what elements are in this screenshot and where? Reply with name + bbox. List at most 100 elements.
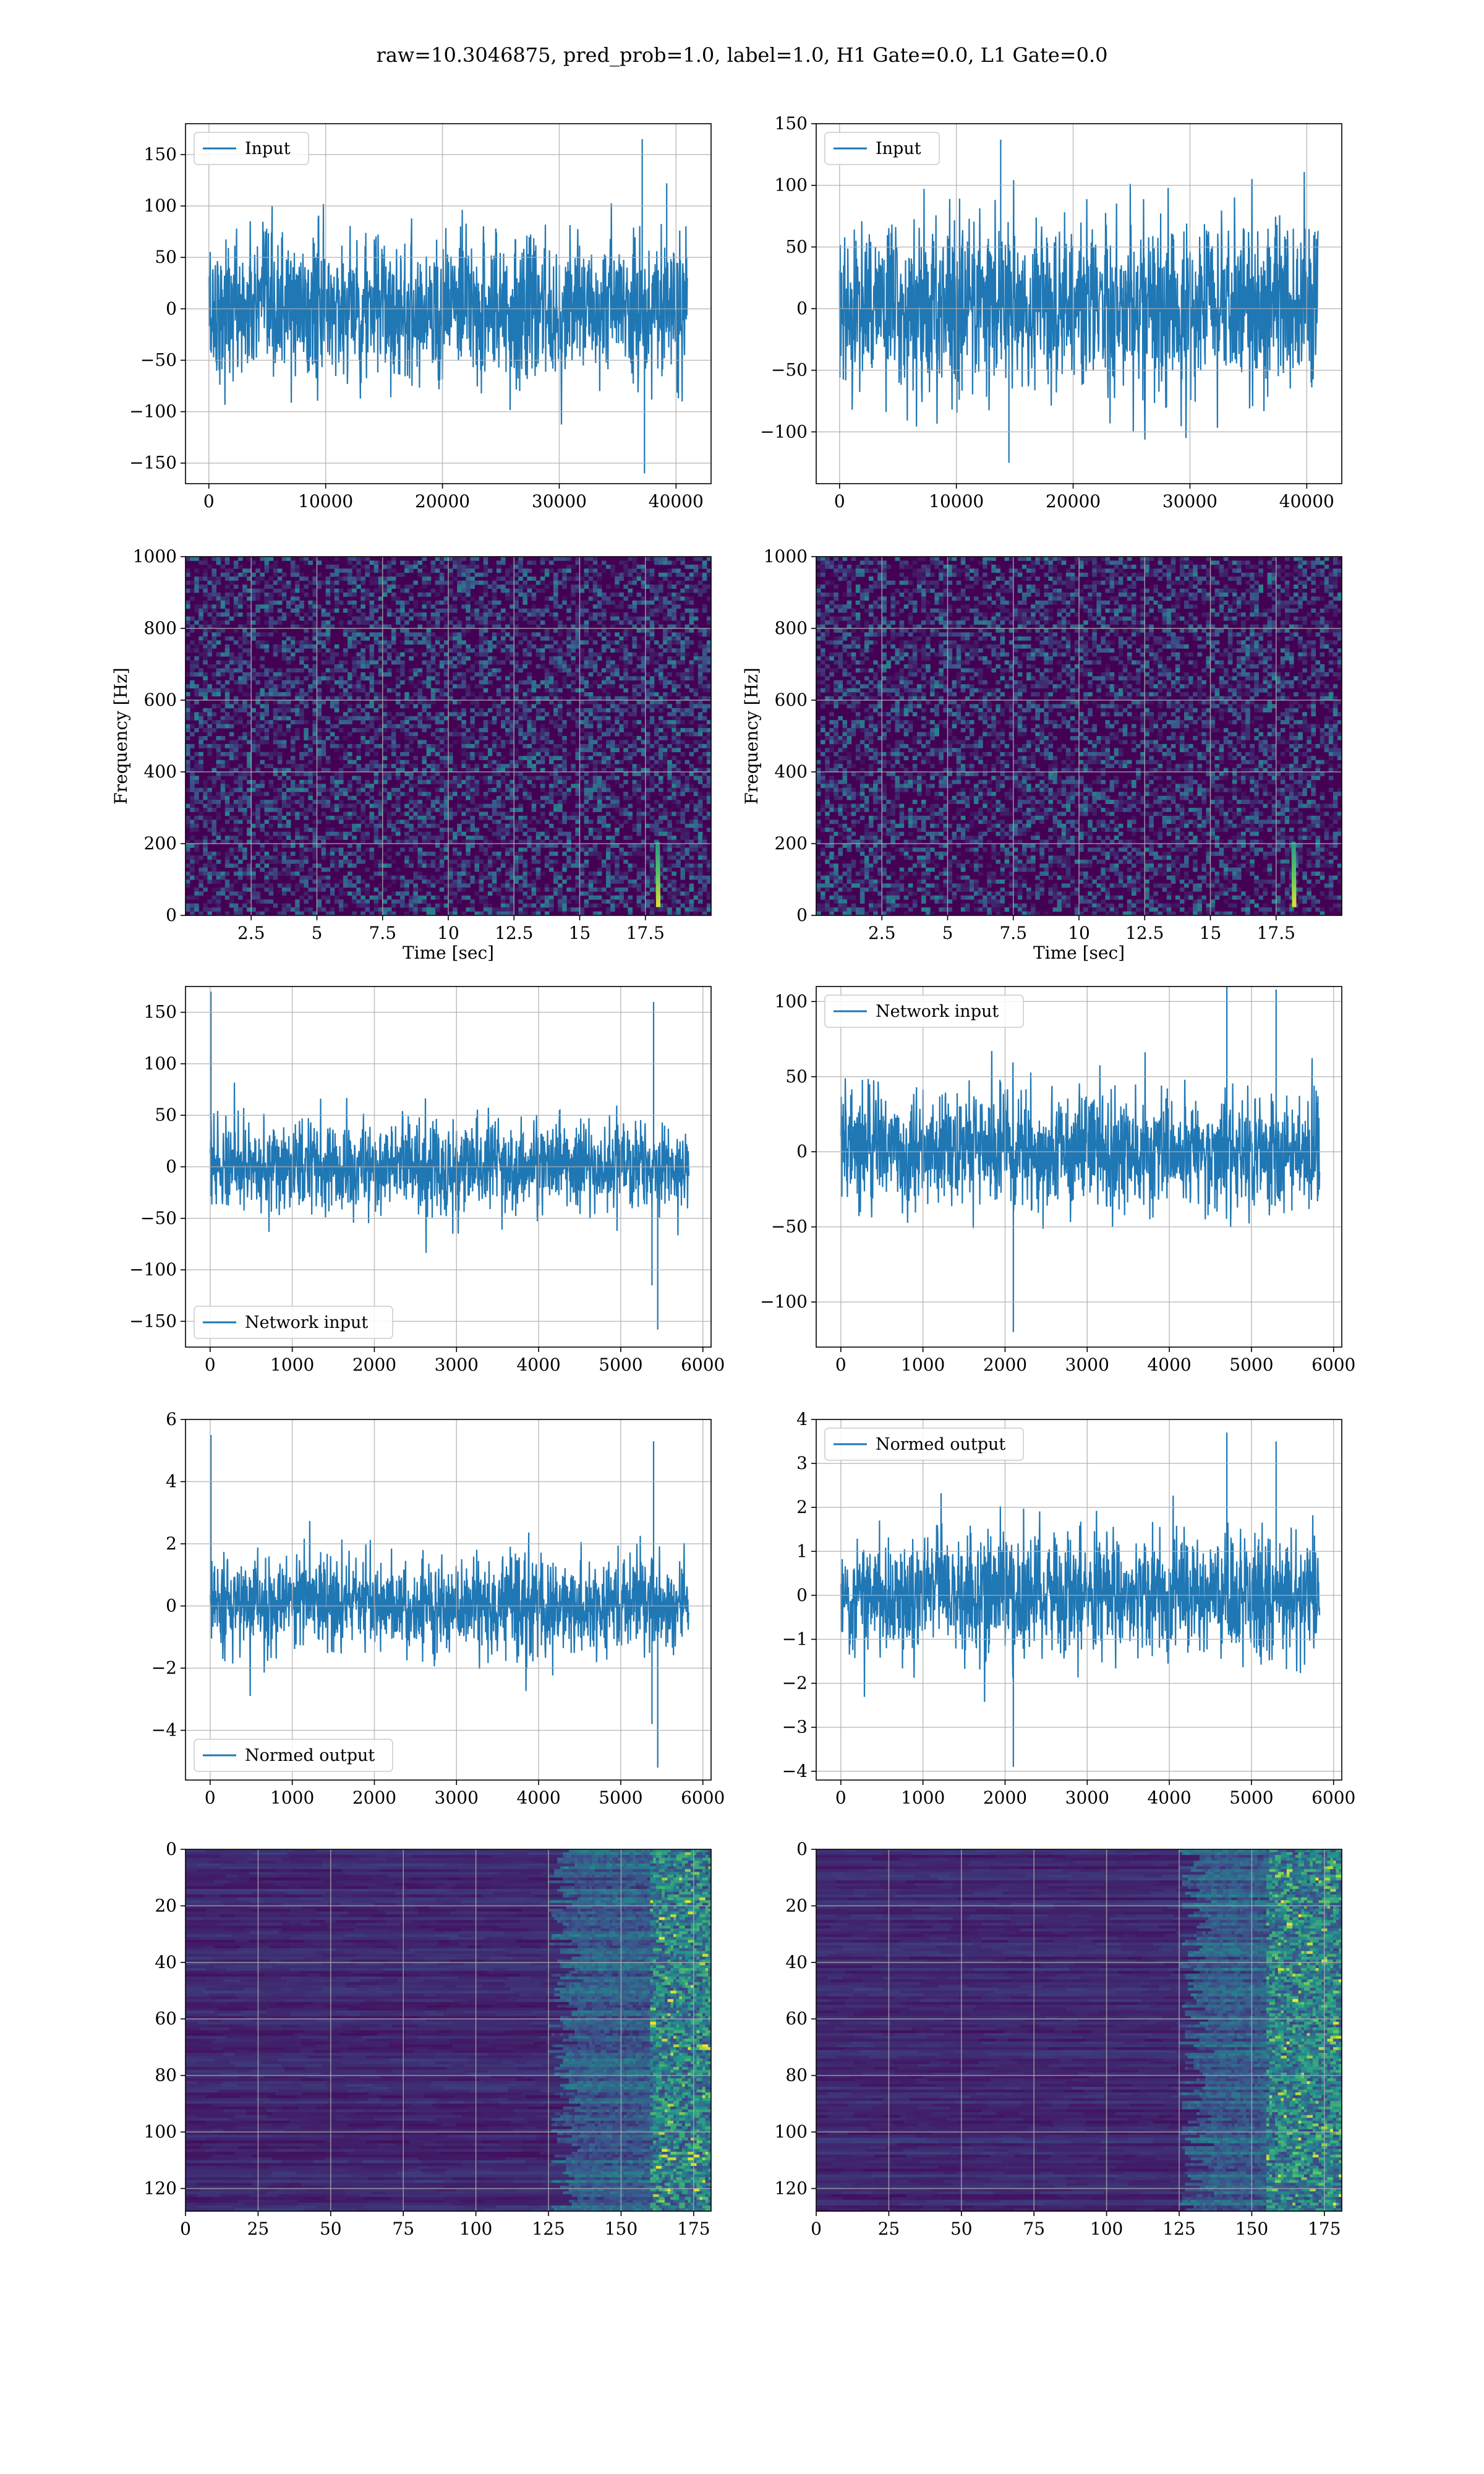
heatmap-cell bbox=[470, 676, 475, 681]
heatmap-cell bbox=[273, 672, 278, 677]
heatmap-cell bbox=[299, 688, 304, 693]
heatmap-cell bbox=[299, 863, 304, 868]
heatmap-cell bbox=[636, 768, 642, 773]
heatmap-cell bbox=[304, 612, 309, 617]
heatmap-cell bbox=[194, 815, 199, 820]
heatmap-cell bbox=[242, 572, 247, 577]
heatmap-cell bbox=[535, 839, 541, 844]
heatmap-cell bbox=[632, 580, 638, 585]
heatmap-cell bbox=[373, 560, 379, 565]
heatmap-cell bbox=[702, 676, 707, 681]
heatmap-cell bbox=[334, 847, 339, 852]
heatmap-cell bbox=[443, 736, 449, 740]
heatmap-cell bbox=[186, 751, 190, 756]
heatmap-cell bbox=[273, 787, 278, 792]
heatmap-cell bbox=[562, 751, 567, 756]
heatmap-cell bbox=[356, 557, 361, 561]
heatmap-cell bbox=[348, 593, 352, 597]
heatmap-cell bbox=[628, 628, 633, 633]
heatmap-cell bbox=[487, 859, 493, 864]
heatmap-cell bbox=[435, 564, 440, 569]
heatmap-cell bbox=[360, 676, 365, 681]
heatmap-cell bbox=[697, 664, 703, 669]
heatmap-cell bbox=[510, 568, 514, 573]
heatmap-cell bbox=[295, 692, 300, 696]
heatmap-cell bbox=[531, 604, 537, 609]
heatmap-cell bbox=[553, 704, 558, 709]
heatmap-cell bbox=[457, 847, 462, 852]
heatmap-cell bbox=[470, 820, 475, 824]
heatmap-cell bbox=[597, 855, 602, 860]
heatmap-cell bbox=[636, 772, 642, 776]
heatmap-cell bbox=[268, 688, 274, 693]
heatmap-cell bbox=[439, 616, 445, 621]
heatmap-cell bbox=[409, 859, 414, 864]
heatmap-cell bbox=[268, 632, 274, 637]
heatmap-cell bbox=[291, 792, 296, 797]
heatmap-cell bbox=[527, 716, 532, 721]
heatmap-cell bbox=[558, 557, 563, 561]
heatmap-cell bbox=[233, 743, 239, 748]
heatmap-cell bbox=[373, 728, 379, 732]
heatmap-cell bbox=[501, 859, 506, 864]
heatmap-cell bbox=[628, 836, 633, 840]
heatmap-cell bbox=[588, 564, 594, 569]
heatmap-cell bbox=[409, 839, 414, 844]
heatmap-cell bbox=[649, 756, 655, 761]
heatmap-cell bbox=[365, 620, 370, 625]
heatmap-cell bbox=[562, 768, 567, 773]
heatmap-cell bbox=[540, 795, 545, 800]
heatmap-cell bbox=[540, 612, 545, 617]
heatmap-cell bbox=[601, 560, 607, 565]
y-tick-label: 50 bbox=[155, 247, 177, 267]
heatmap-cell bbox=[531, 684, 537, 689]
heatmap-cell bbox=[211, 839, 217, 844]
heatmap-cell bbox=[422, 716, 427, 721]
heatmap-cell bbox=[592, 660, 598, 665]
heatmap-cell bbox=[667, 600, 672, 605]
heatmap-cell bbox=[702, 724, 707, 729]
heatmap-cell bbox=[404, 823, 409, 828]
heatmap-cell bbox=[461, 736, 466, 740]
heatmap-cell bbox=[238, 684, 243, 689]
heatmap-cell bbox=[382, 787, 388, 792]
heatmap-cell bbox=[382, 800, 388, 804]
heatmap-cell bbox=[566, 836, 571, 840]
heatmap-cell bbox=[286, 859, 291, 864]
heatmap-cell bbox=[391, 740, 396, 745]
heatmap-cell bbox=[386, 576, 392, 581]
heatmap-cell bbox=[632, 847, 638, 852]
chart-input_l1: 0 10000 20000 30000 40000−100−50050100150Inp… bbox=[760, 113, 1342, 511]
heatmap-cell bbox=[601, 696, 607, 701]
heatmap-cell bbox=[615, 612, 620, 617]
heatmap-cell bbox=[676, 803, 681, 808]
heatmap-cell bbox=[334, 668, 339, 673]
heatmap-cell bbox=[216, 604, 221, 609]
heatmap-cell bbox=[461, 803, 466, 808]
heatmap-cell bbox=[435, 855, 440, 860]
heatmap-cell bbox=[479, 859, 484, 864]
heatmap-cell bbox=[430, 616, 436, 621]
heatmap-cell bbox=[659, 787, 663, 792]
heatmap-cell bbox=[619, 851, 624, 856]
heatmap-cell bbox=[404, 620, 409, 625]
heatmap-cell bbox=[382, 851, 388, 856]
y-tick-label: −100 bbox=[760, 421, 808, 442]
heatmap-cell bbox=[527, 652, 532, 657]
heatmap-cell bbox=[457, 776, 462, 781]
heatmap-cell bbox=[706, 776, 711, 781]
heatmap-cell bbox=[224, 616, 230, 621]
heatmap-cell bbox=[291, 756, 296, 761]
heatmap-cell bbox=[487, 568, 493, 573]
heatmap-cell bbox=[684, 708, 690, 713]
heatmap-cell bbox=[348, 720, 352, 725]
heatmap-cell bbox=[247, 616, 252, 621]
heatmap-cell bbox=[575, 751, 580, 756]
heatmap-cell bbox=[619, 600, 624, 605]
heatmap-cell bbox=[277, 716, 283, 721]
heatmap-cell bbox=[443, 760, 449, 764]
heatmap-cell bbox=[430, 656, 436, 661]
heatmap-cell bbox=[203, 743, 208, 748]
heatmap-cell bbox=[645, 616, 650, 621]
heatmap-cell bbox=[518, 732, 523, 737]
